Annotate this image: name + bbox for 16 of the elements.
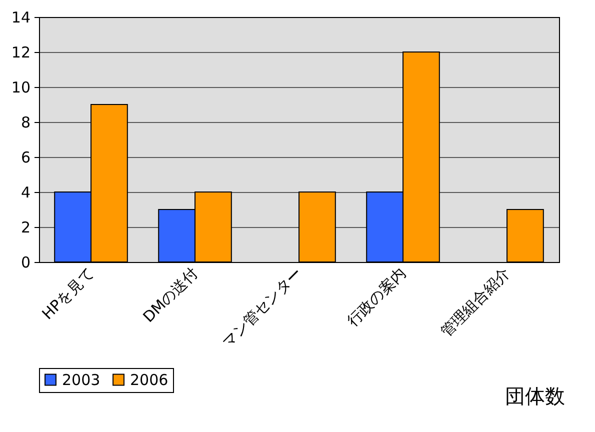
x-tick-label: DMの送付 — [139, 264, 202, 326]
y-tick-label: 6 — [20, 148, 30, 166]
x-tick-label: HPを見て — [38, 264, 98, 324]
y-tick-label: 8 — [20, 114, 30, 132]
text: 団体数 — [505, 383, 565, 410]
legend-label: 2006 — [130, 370, 168, 389]
legend-label: 2003 — [62, 370, 100, 389]
y-tick-label: 14 — [11, 8, 30, 26]
y-tick-label: 0 — [20, 254, 30, 272]
y-tick-label: 10 — [11, 78, 30, 96]
y-tick-label: 4 — [20, 184, 30, 202]
x-tick-label: マン管センター — [218, 264, 306, 352]
y-tick-label: 2 — [20, 218, 30, 236]
x-tick-label: 行政の案内 — [344, 264, 410, 330]
y-tick-label: 12 — [11, 44, 30, 62]
x-tick-label: 管理組合紹介 — [436, 264, 514, 341]
